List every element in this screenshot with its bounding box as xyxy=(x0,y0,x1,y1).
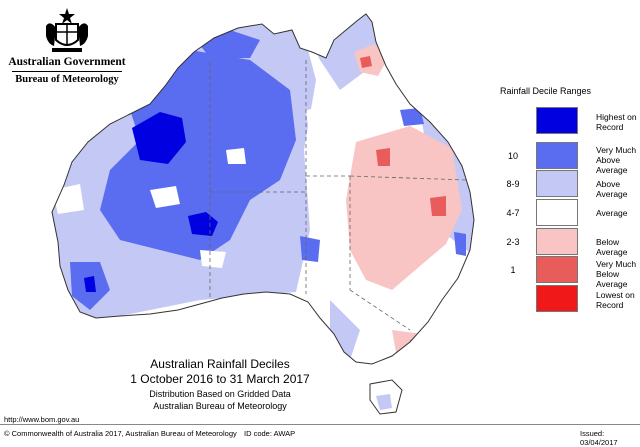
legend-label-average: Average xyxy=(596,208,628,218)
footer-issued-date: Issued: 03/04/2017 xyxy=(580,429,618,447)
footer-divider xyxy=(0,424,640,425)
caption-period: 1 October 2016 to 31 March 2017 xyxy=(130,372,310,386)
footer-url: http://www.bom.gov.au xyxy=(4,415,80,424)
caption-title: Australian Rainfall Deciles xyxy=(150,357,290,371)
legend-label-highest: Highest on Record xyxy=(596,112,637,132)
legend-code-average: 4-7 xyxy=(506,208,520,218)
legend-code-above: 8-9 xyxy=(506,179,520,189)
legend-swatch-very-much-above xyxy=(536,142,578,169)
legend-label-above: Above Average xyxy=(596,179,628,199)
caption-method: Distribution Based on Gridded Data xyxy=(149,389,291,399)
legend-label-below: Below Average xyxy=(596,237,628,257)
legend-label-lowest: Lowest on Record xyxy=(596,290,635,310)
legend-label-very-much-below: Very Much Below Average xyxy=(596,259,637,289)
bureau-title: Bureau of Meteorology xyxy=(15,74,119,85)
legend-label-very-much-above: Very Much Above Average xyxy=(596,145,637,175)
legend-code-below: 2-3 xyxy=(506,237,520,247)
legend-swatch-very-much-below xyxy=(536,256,578,283)
caption-source: Australian Bureau of Meteorology xyxy=(153,401,287,411)
legend-swatch-below xyxy=(536,228,578,255)
legend-code-very-much-above: 10 xyxy=(507,151,518,161)
legend-code-very-much-below: 1 xyxy=(510,265,516,275)
header-divider xyxy=(12,71,122,72)
map-caption: Australian Rainfall Deciles 1 October 20… xyxy=(90,357,350,412)
coat-of-arms-icon xyxy=(46,8,88,52)
legend-swatch-lowest xyxy=(536,285,578,312)
footer-copyright: © Commonwealth of Australia 2017, Austra… xyxy=(4,429,237,438)
legend-swatch-highest xyxy=(536,107,578,134)
government-title: Australian Government xyxy=(8,56,126,68)
legend-swatch-average xyxy=(536,199,578,226)
footer-id-code: ID code: AWAP xyxy=(244,429,296,438)
legend-swatch-above xyxy=(536,170,578,197)
coat-of-arms-logo xyxy=(6,6,126,88)
legend-title: Rainfall Decile Ranges xyxy=(500,86,592,96)
